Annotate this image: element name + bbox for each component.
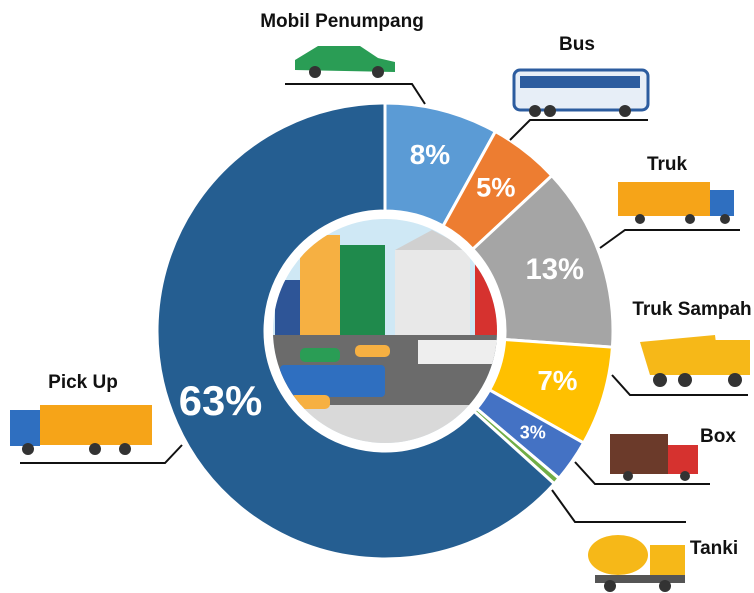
value-label: 63%: [179, 377, 263, 424]
category-label: Tanki: [690, 538, 738, 559]
category-label: Pick Up: [48, 372, 118, 393]
category-label: Box: [700, 426, 736, 447]
category-label: Truk: [647, 154, 688, 175]
category-label: Mobil Penumpang: [260, 11, 424, 32]
city-illustration: [265, 211, 505, 451]
value-label: 7%: [537, 365, 577, 396]
value-label: 8%: [410, 139, 451, 170]
vehicle-icons: [10, 46, 750, 592]
value-label: 13%: [525, 254, 584, 286]
value-label: 5%: [476, 171, 515, 202]
category-label: Truk Sampah: [632, 299, 751, 320]
leader-lines: [20, 83, 748, 523]
donut-slice: [155, 101, 557, 561]
value-label: 3%: [520, 423, 546, 443]
category-label: Bus: [559, 34, 595, 55]
